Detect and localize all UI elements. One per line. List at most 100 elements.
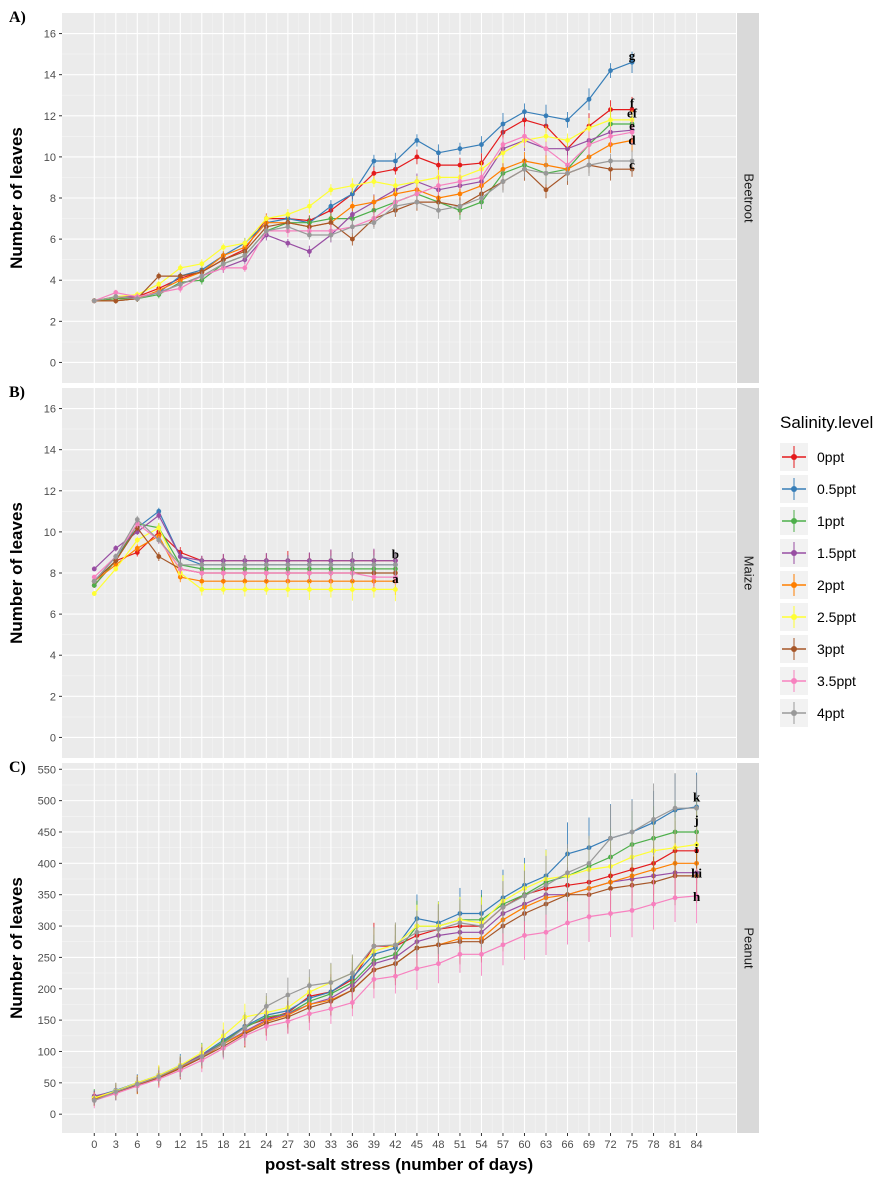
- series-line: [94, 164, 632, 302]
- data-point: [306, 232, 312, 238]
- data-point: [263, 228, 269, 234]
- legend-label: 0.5ppt: [817, 481, 856, 497]
- y-tick-label: 4: [50, 275, 56, 287]
- legend-key-point: [791, 486, 797, 492]
- legend-key-point: [791, 518, 797, 524]
- group-letter-d: d: [628, 132, 636, 147]
- data-point: [177, 562, 183, 568]
- data-point: [306, 562, 312, 568]
- series-4ppt: [91, 515, 398, 584]
- data-point: [371, 199, 377, 205]
- legend-label: 2.5ppt: [817, 609, 856, 625]
- data-point: [586, 162, 592, 168]
- data-point: [371, 158, 377, 164]
- group-letter-b: b: [392, 547, 399, 562]
- x-tick-label: 30: [303, 1139, 315, 1151]
- y-tick-label: 8: [50, 193, 56, 205]
- data-point: [479, 175, 484, 180]
- data-point: [457, 920, 463, 926]
- y-tick-label: 12: [44, 486, 56, 498]
- data-point: [242, 570, 248, 576]
- panel-label: C): [9, 759, 26, 776]
- data-point: [457, 179, 463, 184]
- data-point: [134, 537, 140, 543]
- legend-item-1.5ppt: 1.5ppt: [780, 539, 856, 567]
- data-point: [543, 882, 549, 888]
- data-point: [565, 117, 570, 123]
- data-point: [522, 133, 527, 139]
- data-point: [629, 829, 635, 835]
- data-point: [629, 107, 635, 113]
- y-tick-label: 400: [38, 858, 56, 870]
- y-axis-title: Number of leaves: [7, 502, 26, 644]
- legend-label: 3ppt: [817, 641, 844, 657]
- data-point: [156, 537, 162, 543]
- data-point: [177, 286, 183, 291]
- data-point: [242, 562, 248, 568]
- data-point: [328, 203, 334, 209]
- data-point: [91, 591, 97, 596]
- data-point: [263, 562, 269, 568]
- data-point: [608, 158, 613, 164]
- data-point: [199, 570, 205, 576]
- data-point: [199, 1054, 205, 1059]
- data-point: [672, 895, 678, 901]
- data-point: [393, 562, 398, 568]
- strip-background: [737, 388, 759, 758]
- strip-label-maize: Maize: [742, 556, 757, 591]
- legend-item-0.5ppt: 0.5ppt: [780, 475, 856, 503]
- group-letter-hi: hi: [691, 865, 702, 880]
- data-point: [608, 133, 613, 139]
- data-point: [134, 545, 140, 551]
- data-point: [285, 562, 291, 568]
- group-letter-k: k: [693, 789, 701, 804]
- x-tick-label: 15: [196, 1139, 208, 1151]
- data-point: [414, 191, 420, 197]
- data-point: [565, 920, 570, 926]
- data-point: [242, 265, 248, 271]
- y-tick-label: 14: [44, 445, 56, 457]
- data-point: [156, 281, 162, 287]
- data-point: [414, 199, 420, 205]
- data-point: [565, 138, 570, 143]
- data-point: [328, 562, 334, 568]
- data-point: [371, 179, 377, 184]
- data-point: [349, 562, 355, 568]
- data-point: [651, 817, 656, 822]
- group-letter-j: j: [693, 813, 698, 828]
- x-tick-label: 81: [669, 1139, 681, 1151]
- group-letter-f: f: [630, 95, 635, 110]
- data-point: [349, 236, 355, 242]
- data-point: [306, 1011, 312, 1017]
- legend-label: 1ppt: [817, 513, 844, 529]
- legend: Salinity.level 0ppt 0.5ppt 1ppt 1.5ppt 2ppt 2.…: [780, 413, 873, 727]
- data-point: [500, 166, 506, 172]
- x-tick-label: 72: [604, 1139, 616, 1151]
- y-axis-title: Number of leaves: [7, 877, 26, 1019]
- panel-beetroot: 0 2 4 6 8 10 12 14 16 Beetroot Number of leaves A) g…: [7, 9, 759, 383]
- panel-label: A): [9, 9, 26, 26]
- data-point: [522, 166, 527, 172]
- data-point: [177, 273, 183, 279]
- series-line: [94, 119, 632, 302]
- data-point: [436, 162, 441, 168]
- legend-item-3.5ppt: 3.5ppt: [780, 667, 856, 695]
- y-tick-label: 300: [38, 921, 56, 933]
- data-point: [306, 983, 312, 989]
- legend-key-point: [791, 710, 797, 716]
- data-point: [479, 195, 484, 201]
- data-point: [285, 240, 291, 246]
- x-tick-label: 39: [368, 1139, 380, 1151]
- data-point: [177, 281, 183, 287]
- data-point: [113, 562, 119, 568]
- data-point: [371, 170, 377, 176]
- data-point: [285, 587, 291, 592]
- data-point: [543, 170, 549, 176]
- y-tick-label: 10: [44, 527, 56, 539]
- data-point: [285, 992, 291, 998]
- legend-item-1ppt: 1ppt: [780, 507, 844, 535]
- data-point: [199, 273, 205, 279]
- panel-label: B): [9, 384, 25, 401]
- data-point: [371, 976, 377, 982]
- data-point: [328, 980, 334, 985]
